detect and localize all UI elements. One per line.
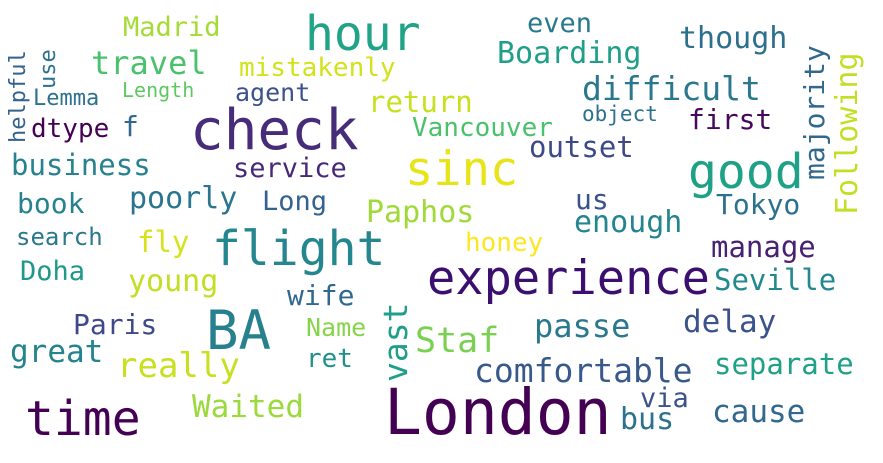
word-book: book [17,187,85,220]
word-difficult: difficult [582,69,761,108]
word-check: check [190,98,359,163]
word-though: though [679,21,788,56]
word-enough: enough [574,205,683,240]
word-ret: ret [306,344,353,374]
word-name: Name [306,313,367,342]
word-following: Following [830,52,865,215]
word-wife: wife [287,279,355,312]
word-ba: BA [206,299,272,362]
word-us: us [575,183,609,216]
word-paris: Paris [73,308,158,341]
word-fly: fly [137,225,190,259]
word-really: really [117,346,240,386]
word-lemma: Lemma [33,86,100,111]
word-doha: Doha [20,256,86,287]
word-london: London [384,376,612,449]
word-passe: passe [534,307,631,345]
word-boarding: Boarding [497,36,642,71]
word-cause: cause [712,394,806,430]
word-time: time [25,391,141,447]
word-madrid: Madrid [123,12,221,43]
word-great: great [10,334,104,370]
word-paphos: Paphos [366,195,475,230]
word-length: Length [122,78,195,102]
word-vancouver: Vancouver [412,113,553,143]
word-dtype: dtype [31,114,110,144]
word-tokyo: Tokyo [716,188,801,221]
word-delay: delay [683,304,777,340]
word-waited: Waited [192,389,304,425]
word-flight: flight [212,221,386,277]
word-bus: bus [620,402,675,437]
word-long: Long [262,186,328,217]
word-comfortable: comfortable [474,351,693,390]
word-honey: honey [465,228,544,258]
word-experience: experience [427,251,710,306]
word-object: object [582,102,658,126]
word-agent: agent [235,78,311,107]
word-manage: manage [711,230,816,264]
word-helpful: helpful [6,50,31,143]
word-use: use [36,49,61,89]
word-f: f [122,110,139,143]
word-mistakenly: mistakenly [239,53,396,83]
word-vast: vast [376,302,415,382]
word-young: young [128,264,219,299]
word-search: search [16,223,103,251]
word-even: even [527,8,593,39]
word-outset: outset [529,130,634,164]
word-majority: majority [798,45,831,180]
word-good: good [688,144,804,200]
word-separate: separate [714,347,854,381]
word-service: service [233,153,347,184]
word-staf: Staf [415,321,500,361]
word-return: return [368,85,473,119]
word-business: business [11,148,151,182]
word-via: via [640,383,689,414]
word-hour: hour [305,6,421,62]
word-first: first [688,103,773,136]
word-travel: travel [91,44,207,82]
word-sinc: sinc [405,142,519,197]
word-seville: Seville [714,263,837,297]
word-poorly: poorly [129,181,238,216]
